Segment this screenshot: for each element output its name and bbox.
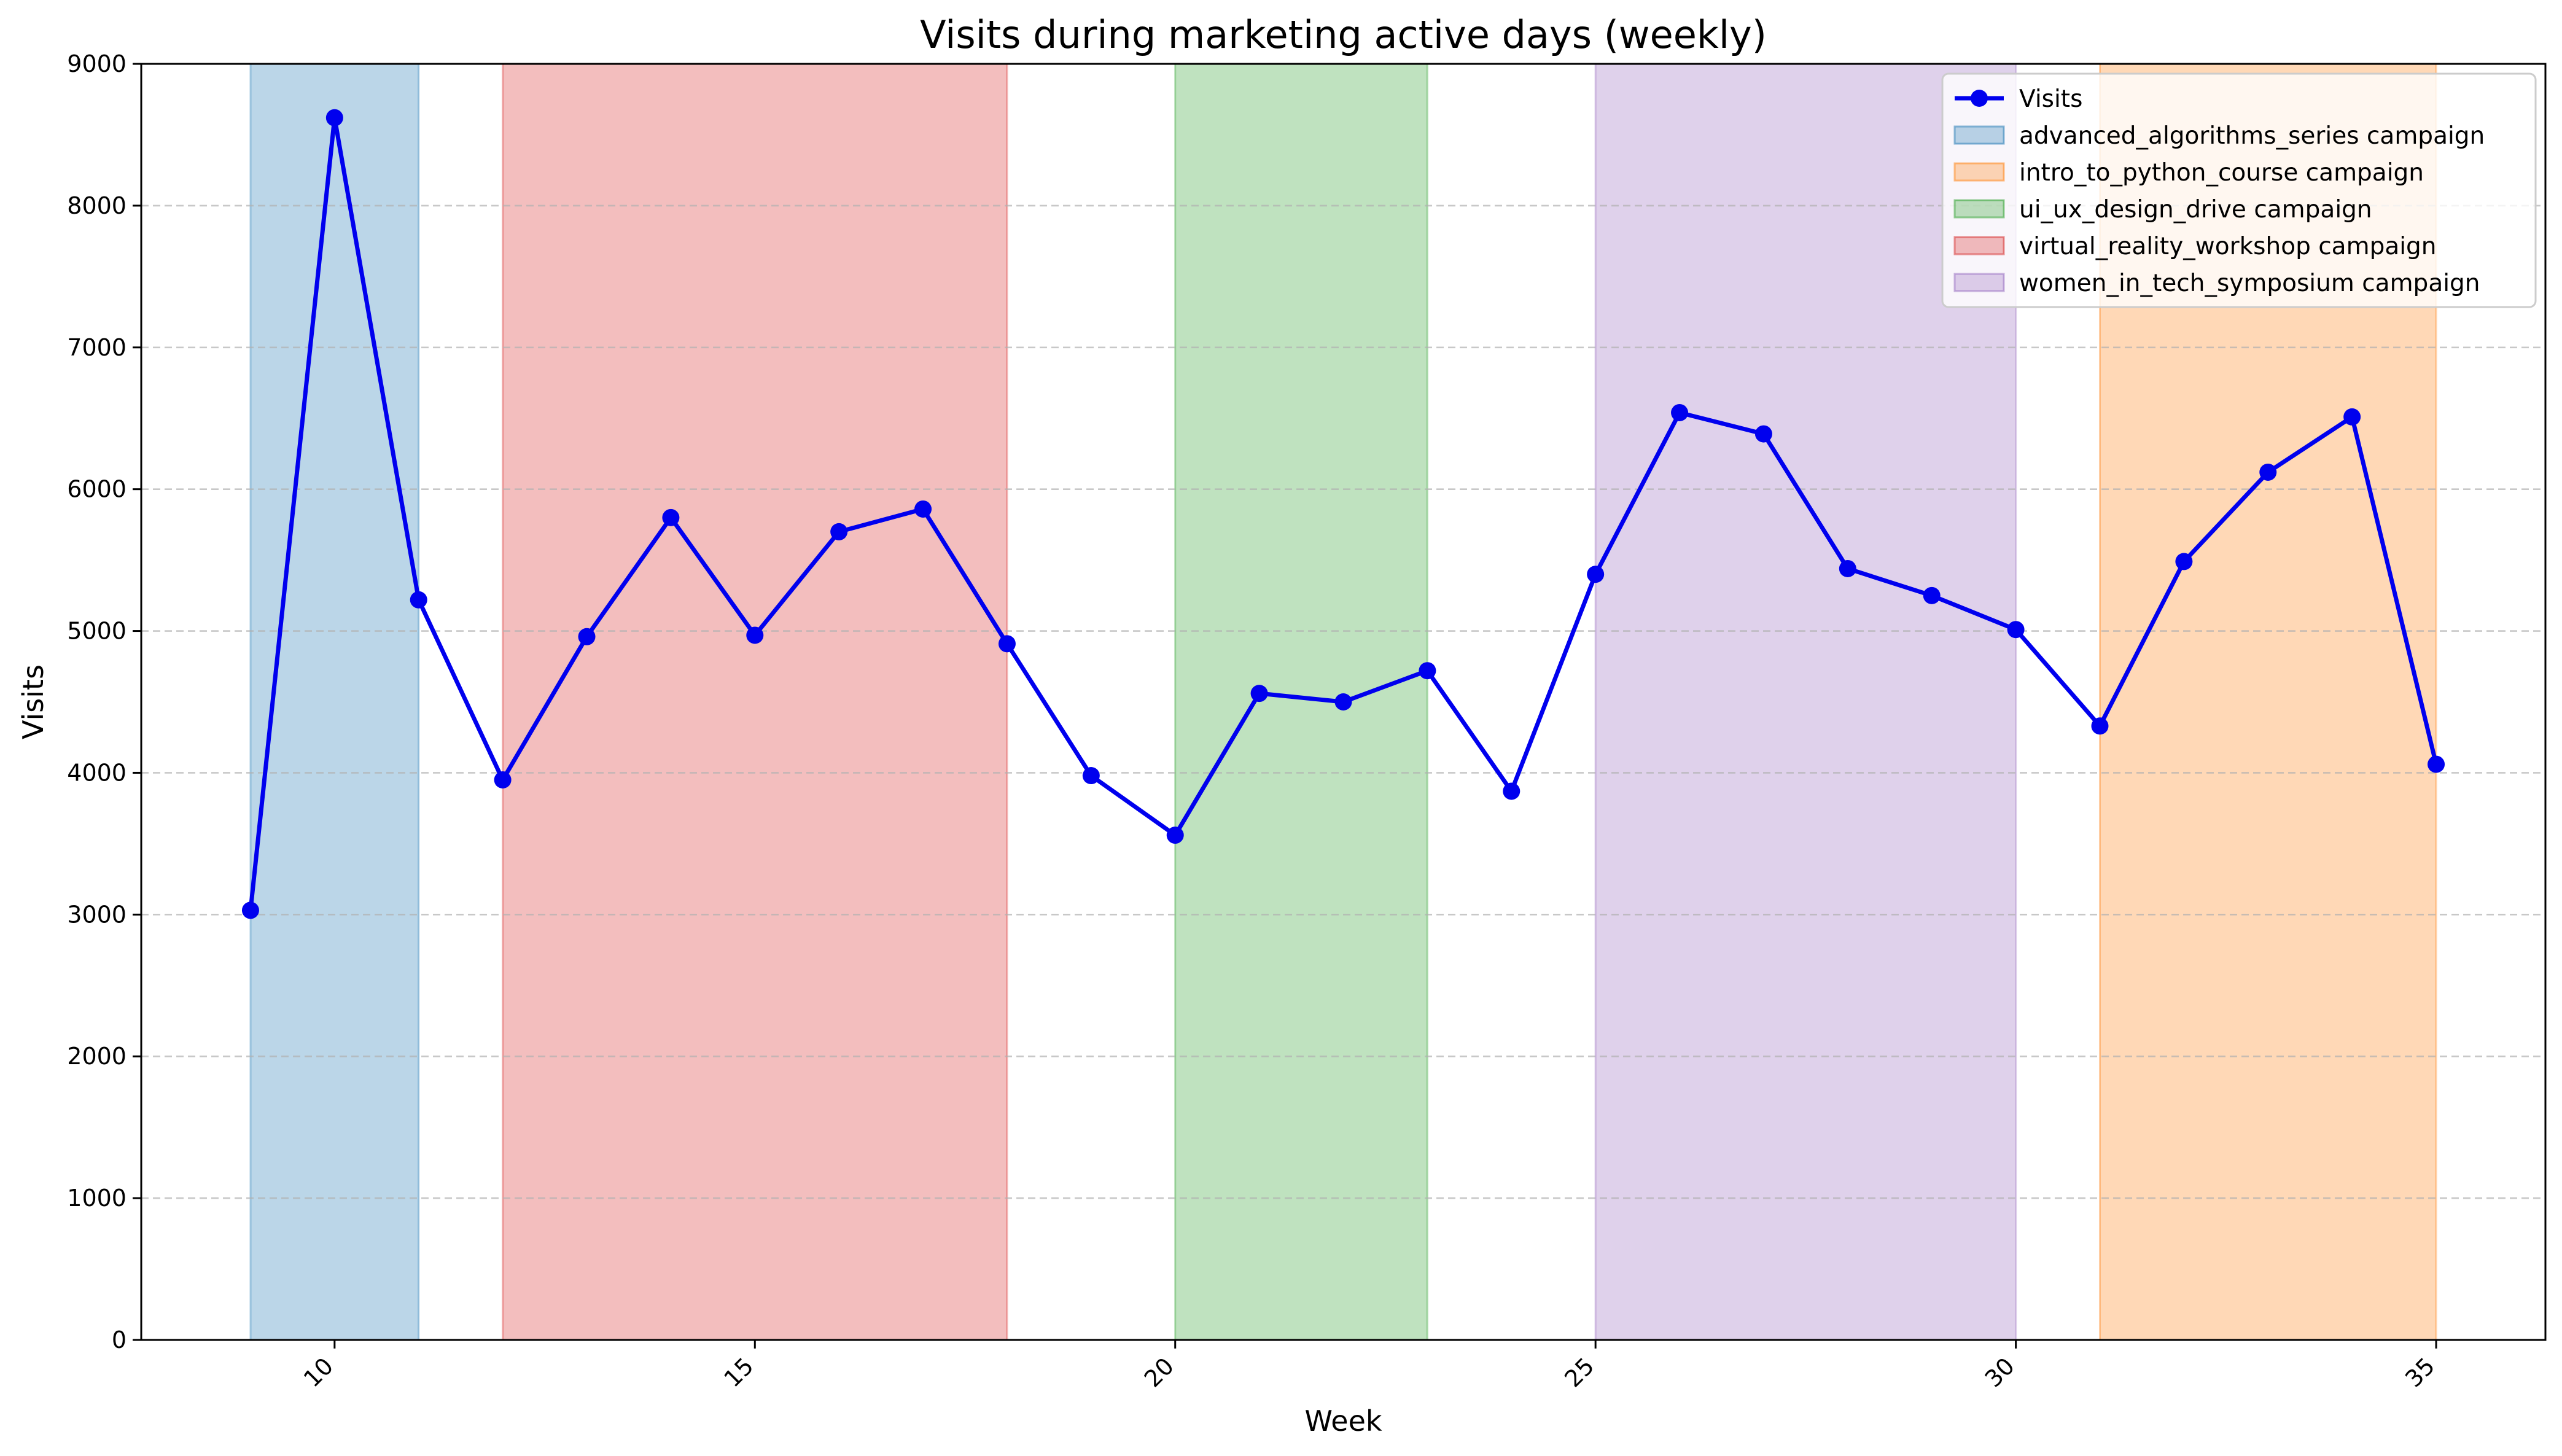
- data-point-week-16: [830, 523, 848, 540]
- legend-swatch-1: [1953, 125, 2005, 145]
- data-point-week-21: [1250, 685, 1268, 703]
- legend-label-3: ui_ux_design_drive campaign: [2019, 196, 2372, 224]
- data-point-week-18: [998, 635, 1016, 653]
- legend-label-1: advanced_algorithms_series campaign: [2019, 122, 2485, 150]
- data-point-week-32: [2175, 553, 2193, 570]
- data-point-week-27: [1754, 425, 1772, 443]
- data-point-week-12: [494, 771, 512, 788]
- legend-swatch-4: [1953, 236, 2005, 255]
- y-tick-label: 0: [112, 1326, 127, 1353]
- data-point-week-30: [2007, 621, 2025, 639]
- legend-swatch-2: [1953, 162, 2005, 182]
- data-point-week-15: [746, 626, 764, 644]
- data-point-week-35: [2428, 755, 2445, 773]
- legend-label-0: Visits: [2019, 85, 2082, 113]
- campaign-band-3: [1174, 63, 1428, 1341]
- y-tick-label: 5000: [67, 618, 127, 645]
- data-point-week-33: [2259, 463, 2277, 481]
- x-tick-label: 20: [1139, 1352, 1179, 1392]
- y-tick-label: 2000: [67, 1043, 127, 1070]
- legend-label-4: virtual_reality_workshop campaign: [2019, 233, 2437, 260]
- legend-label-5: women_in_tech_symposium campaign: [2019, 270, 2480, 297]
- data-point-week-24: [1503, 782, 1520, 800]
- data-point-week-13: [578, 628, 596, 645]
- data-point-week-31: [2091, 717, 2109, 735]
- x-tick-label: 15: [718, 1352, 758, 1392]
- data-point-week-10: [325, 109, 343, 127]
- data-point-week-19: [1082, 767, 1100, 785]
- chart-title: Visits during marketing active days (wee…: [920, 12, 1767, 57]
- plot-frame: [140, 63, 2547, 1341]
- legend-box: [1941, 72, 2537, 308]
- y-tick-label: 4000: [67, 759, 127, 786]
- data-point-week-20: [1166, 827, 1184, 844]
- data-point-week-11: [410, 591, 427, 609]
- y-tick-label: 8000: [67, 192, 127, 219]
- campaign-band-4: [502, 63, 1008, 1341]
- y-axis-label: Visits: [17, 664, 50, 739]
- campaign-band-1: [249, 63, 420, 1341]
- data-point-week-23: [1419, 662, 1436, 680]
- y-tick-label: 3000: [67, 901, 127, 928]
- y-tick-label: 6000: [67, 476, 127, 503]
- y-tick-label: 9000: [67, 50, 127, 77]
- legend-swatch-3: [1953, 199, 2005, 219]
- data-point-week-29: [1923, 586, 1941, 604]
- y-tick-label: 1000: [67, 1185, 127, 1212]
- legend-visits-marker: [1971, 90, 1988, 107]
- x-axis-label: Week: [1304, 1404, 1382, 1438]
- x-tick-label: 30: [1980, 1352, 2020, 1392]
- x-tick-label: 10: [298, 1352, 338, 1392]
- x-tick-label: 25: [1559, 1352, 1599, 1392]
- data-point-week-14: [662, 508, 680, 526]
- legend: Visits advanced_algorithms_series campaig…: [1941, 72, 2537, 308]
- legend-swatch-5: [1953, 273, 2005, 292]
- visits-series: [241, 109, 2445, 919]
- x-tick-label: 35: [2400, 1352, 2440, 1392]
- data-point-week-25: [1587, 566, 1605, 583]
- data-point-week-17: [914, 500, 932, 518]
- legend-label-2: intro_to_python_course campaign: [2019, 159, 2424, 187]
- data-point-week-22: [1334, 693, 1352, 710]
- data-point-week-28: [1839, 559, 1856, 577]
- data-point-week-26: [1671, 403, 1689, 421]
- data-point-week-9: [241, 901, 259, 919]
- y-tick-label: 7000: [67, 334, 127, 361]
- data-point-week-34: [2343, 408, 2361, 426]
